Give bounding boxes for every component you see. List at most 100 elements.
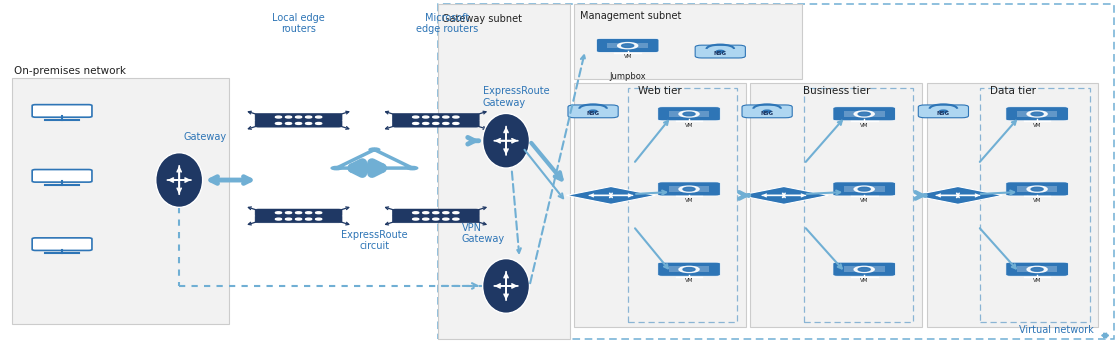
Circle shape — [1031, 187, 1043, 191]
Text: On-premises network: On-premises network — [15, 66, 126, 76]
Circle shape — [763, 110, 771, 113]
Ellipse shape — [483, 114, 529, 168]
Circle shape — [432, 116, 439, 118]
FancyBboxPatch shape — [658, 107, 720, 121]
Circle shape — [452, 218, 459, 220]
Text: Local edge
routers: Local edge routers — [273, 13, 325, 34]
Bar — [438, 4, 1114, 339]
Circle shape — [442, 218, 449, 220]
Circle shape — [422, 212, 429, 214]
Circle shape — [276, 122, 281, 125]
Text: Data tier: Data tier — [990, 86, 1035, 96]
FancyBboxPatch shape — [658, 182, 720, 196]
Ellipse shape — [155, 153, 202, 208]
Circle shape — [276, 212, 281, 214]
FancyBboxPatch shape — [669, 111, 709, 117]
Circle shape — [432, 218, 439, 220]
Circle shape — [286, 212, 292, 214]
Circle shape — [1027, 266, 1047, 272]
Text: VM: VM — [685, 122, 694, 128]
Bar — [628, 88, 737, 322]
FancyBboxPatch shape — [833, 182, 896, 196]
Text: VM: VM — [860, 278, 868, 283]
FancyBboxPatch shape — [918, 105, 968, 118]
Text: NSG: NSG — [714, 51, 727, 56]
Circle shape — [412, 218, 419, 220]
Circle shape — [407, 166, 418, 170]
FancyBboxPatch shape — [567, 105, 618, 118]
Polygon shape — [566, 187, 656, 204]
Circle shape — [306, 212, 312, 214]
Circle shape — [276, 116, 281, 118]
FancyBboxPatch shape — [255, 120, 342, 127]
Circle shape — [682, 268, 695, 271]
Circle shape — [412, 122, 419, 125]
Circle shape — [422, 218, 429, 220]
Circle shape — [276, 218, 281, 220]
Circle shape — [442, 122, 449, 125]
Circle shape — [315, 116, 322, 118]
Circle shape — [716, 50, 724, 53]
Circle shape — [622, 44, 633, 47]
Text: VM: VM — [1033, 198, 1041, 203]
Circle shape — [1027, 111, 1047, 117]
Text: VM: VM — [685, 278, 694, 283]
Circle shape — [315, 122, 322, 125]
Circle shape — [296, 218, 302, 220]
Ellipse shape — [483, 259, 529, 313]
FancyBboxPatch shape — [833, 262, 896, 276]
Bar — [438, 4, 570, 339]
Circle shape — [315, 212, 322, 214]
FancyBboxPatch shape — [658, 262, 720, 276]
Text: NSG: NSG — [937, 111, 949, 116]
Text: VM: VM — [685, 198, 694, 203]
Circle shape — [296, 116, 302, 118]
FancyBboxPatch shape — [255, 215, 342, 223]
Circle shape — [331, 166, 342, 170]
Circle shape — [369, 148, 380, 151]
FancyBboxPatch shape — [1006, 107, 1068, 121]
Text: Business tier: Business tier — [803, 86, 870, 96]
Circle shape — [452, 122, 459, 125]
Text: Microsoft
edge routers: Microsoft edge routers — [416, 13, 478, 34]
Text: Virtual network: Virtual network — [1019, 326, 1094, 335]
FancyBboxPatch shape — [833, 107, 896, 121]
Text: Management subnet: Management subnet — [580, 11, 681, 21]
FancyBboxPatch shape — [1016, 267, 1058, 272]
FancyBboxPatch shape — [669, 267, 709, 272]
Text: VM: VM — [1033, 122, 1041, 128]
Circle shape — [452, 116, 459, 118]
Text: ExpressRoute
Gateway: ExpressRoute Gateway — [483, 86, 550, 108]
FancyBboxPatch shape — [392, 120, 479, 127]
Bar — [804, 88, 914, 322]
Circle shape — [858, 112, 870, 116]
Circle shape — [412, 116, 419, 118]
Polygon shape — [914, 187, 1003, 204]
Circle shape — [858, 268, 870, 271]
FancyBboxPatch shape — [608, 43, 648, 48]
Circle shape — [1031, 112, 1043, 116]
Bar — [751, 83, 923, 327]
Circle shape — [432, 122, 439, 125]
FancyBboxPatch shape — [392, 209, 479, 216]
Circle shape — [679, 266, 699, 272]
Text: Jumpbox: Jumpbox — [610, 72, 646, 81]
Circle shape — [315, 218, 322, 220]
Bar — [927, 83, 1098, 327]
Text: NSG: NSG — [761, 111, 774, 116]
Circle shape — [452, 212, 459, 214]
FancyBboxPatch shape — [742, 105, 792, 118]
Circle shape — [682, 187, 695, 191]
FancyBboxPatch shape — [843, 186, 885, 192]
FancyBboxPatch shape — [32, 169, 92, 182]
Text: Gateway subnet: Gateway subnet — [442, 14, 523, 24]
Bar — [574, 4, 802, 79]
FancyBboxPatch shape — [255, 209, 342, 216]
Text: Gateway: Gateway — [183, 132, 227, 142]
FancyBboxPatch shape — [32, 238, 92, 250]
FancyBboxPatch shape — [695, 45, 745, 58]
FancyBboxPatch shape — [32, 105, 92, 117]
Circle shape — [855, 111, 875, 117]
Circle shape — [939, 110, 947, 113]
Circle shape — [855, 186, 875, 192]
